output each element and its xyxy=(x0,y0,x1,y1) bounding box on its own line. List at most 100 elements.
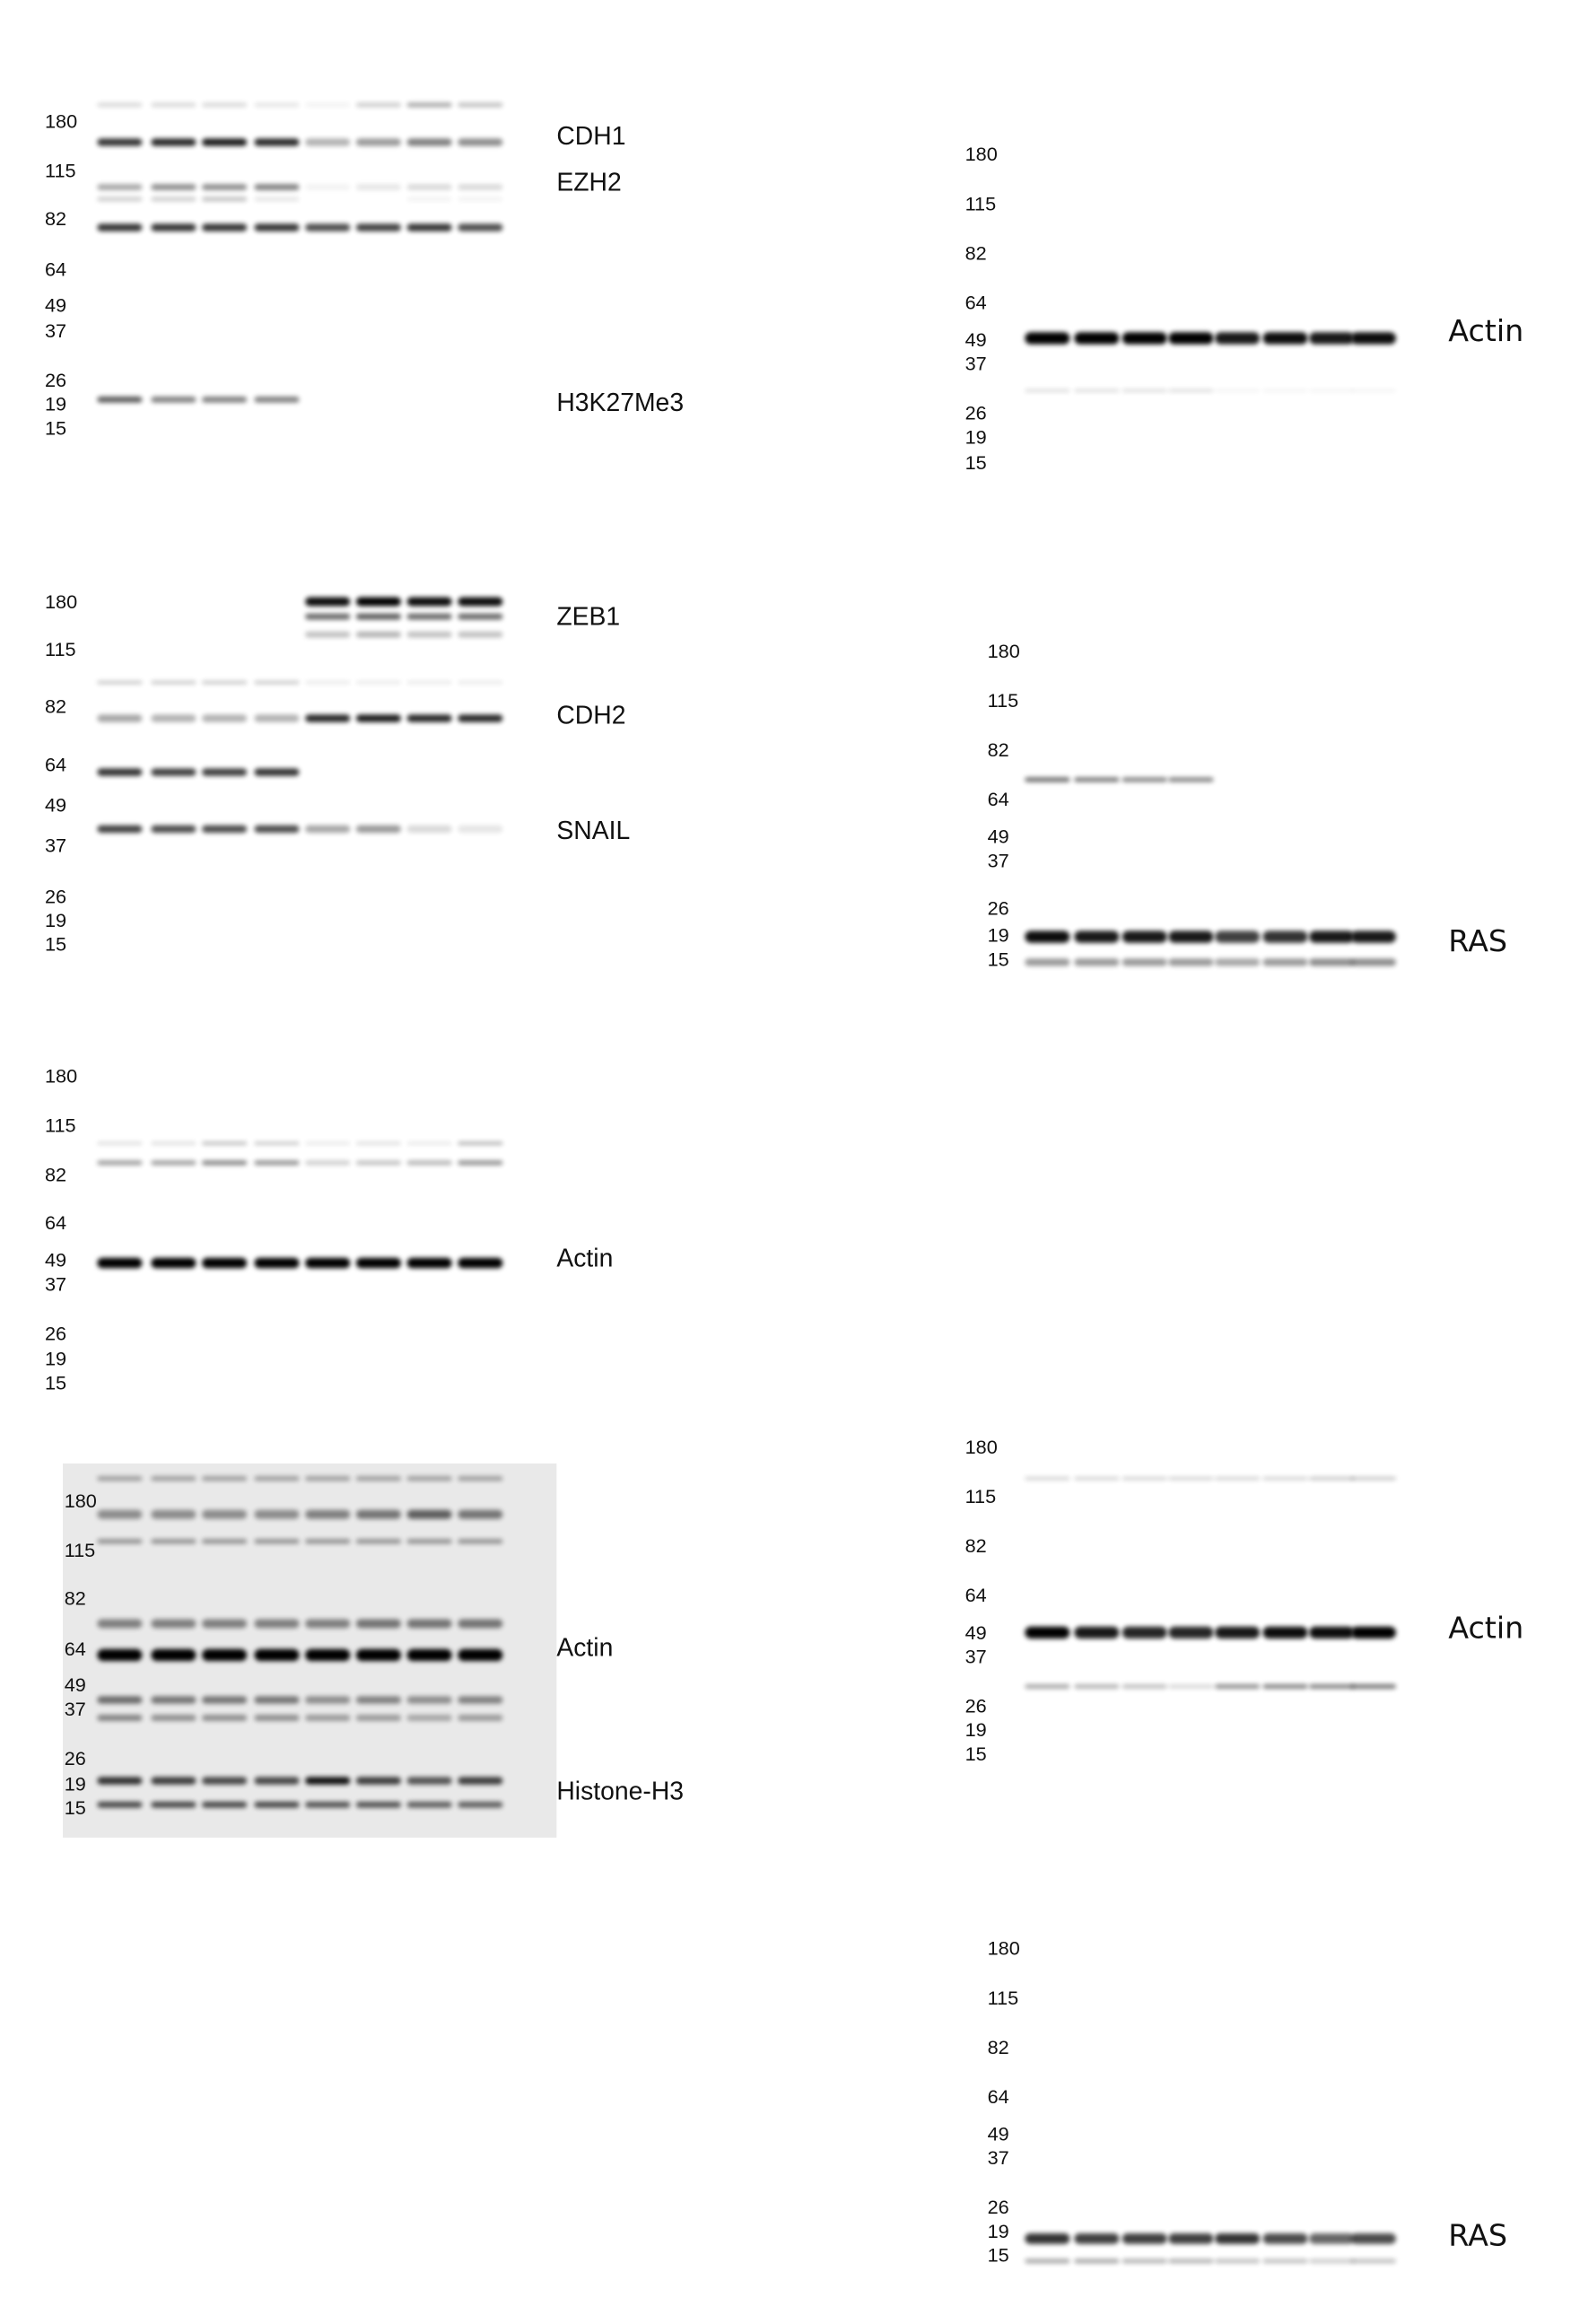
band xyxy=(1215,2233,1261,2244)
band xyxy=(458,680,503,685)
band xyxy=(1025,1626,1070,1639)
band xyxy=(151,1476,196,1481)
band xyxy=(458,1648,503,1662)
band xyxy=(151,825,196,834)
protein-label: RAS xyxy=(1448,2218,1507,2253)
band xyxy=(254,1696,300,1704)
band xyxy=(406,1619,452,1629)
band xyxy=(1168,2233,1214,2244)
band xyxy=(355,138,401,146)
band xyxy=(355,184,401,190)
band xyxy=(151,102,196,108)
band xyxy=(1025,930,1070,943)
band xyxy=(1215,389,1261,393)
size-marker: 115 xyxy=(965,192,997,214)
band xyxy=(305,1777,351,1785)
size-marker: 26 xyxy=(988,897,1009,920)
band xyxy=(151,1509,196,1519)
band xyxy=(202,138,248,146)
size-marker: 19 xyxy=(65,1772,86,1795)
band xyxy=(254,825,300,834)
size-marker: 82 xyxy=(965,1534,987,1557)
size-marker: 15 xyxy=(965,451,987,474)
band xyxy=(355,631,401,638)
band xyxy=(254,138,300,146)
band xyxy=(1122,958,1167,966)
band xyxy=(202,768,248,776)
band xyxy=(1122,930,1167,943)
band xyxy=(355,1777,401,1785)
size-marker: 37 xyxy=(45,1272,66,1295)
protein-label: EZH2 xyxy=(556,169,621,197)
band xyxy=(202,1801,248,1808)
size-marker: 115 xyxy=(45,638,76,660)
size-marker: 37 xyxy=(45,319,66,342)
size-marker: 15 xyxy=(45,933,66,956)
band xyxy=(254,1509,300,1519)
band xyxy=(458,1777,503,1785)
band xyxy=(202,1619,248,1629)
band xyxy=(406,1509,452,1519)
size-marker: 26 xyxy=(988,2196,1009,2218)
protein-label: ZEB1 xyxy=(556,602,620,631)
band xyxy=(458,1619,503,1629)
size-marker: 82 xyxy=(45,695,66,718)
band xyxy=(97,1539,143,1544)
band xyxy=(1350,958,1396,966)
band xyxy=(1262,1683,1308,1690)
band xyxy=(406,825,452,834)
protein-label: CDH1 xyxy=(556,122,625,151)
band xyxy=(254,1141,300,1145)
band xyxy=(202,825,248,834)
band xyxy=(355,825,401,834)
band xyxy=(305,1160,351,1166)
band xyxy=(305,613,351,620)
band xyxy=(1262,389,1308,393)
band xyxy=(151,1648,196,1662)
size-marker: 37 xyxy=(65,1698,86,1720)
band xyxy=(1168,930,1214,943)
band xyxy=(1350,2258,1396,2264)
band xyxy=(1074,1477,1120,1481)
protein-label: RAS xyxy=(1448,923,1507,958)
band xyxy=(1215,930,1261,943)
band xyxy=(406,1257,452,1269)
size-marker: 49 xyxy=(988,826,1009,848)
band xyxy=(305,1141,351,1145)
band xyxy=(254,1257,300,1269)
size-marker: 180 xyxy=(45,110,77,133)
band xyxy=(1122,1683,1167,1690)
band xyxy=(1262,1477,1308,1481)
protein-label: Actin xyxy=(1448,1611,1523,1646)
size-marker: 15 xyxy=(988,948,1009,970)
band xyxy=(355,223,401,232)
band xyxy=(355,1476,401,1481)
band xyxy=(97,1777,143,1785)
band xyxy=(151,184,196,190)
band xyxy=(1215,1477,1261,1481)
band xyxy=(254,1539,300,1544)
band xyxy=(97,1801,143,1808)
band xyxy=(202,1715,248,1721)
band xyxy=(355,1648,401,1662)
band xyxy=(97,1160,143,1166)
band xyxy=(151,1715,196,1721)
band xyxy=(202,1160,248,1166)
band xyxy=(1168,1477,1214,1481)
size-marker: 180 xyxy=(988,640,1020,662)
band xyxy=(406,1648,452,1662)
band xyxy=(1350,930,1396,943)
size-marker: 19 xyxy=(988,2220,1009,2242)
band xyxy=(1215,2258,1261,2264)
band xyxy=(1262,930,1308,943)
band xyxy=(406,613,452,620)
size-marker: 64 xyxy=(45,754,66,776)
band xyxy=(97,1509,143,1519)
size-marker: 26 xyxy=(45,1322,66,1344)
band xyxy=(1262,1626,1308,1639)
band xyxy=(458,1801,503,1808)
band xyxy=(1122,389,1167,393)
band xyxy=(305,1715,351,1721)
band xyxy=(305,597,351,607)
